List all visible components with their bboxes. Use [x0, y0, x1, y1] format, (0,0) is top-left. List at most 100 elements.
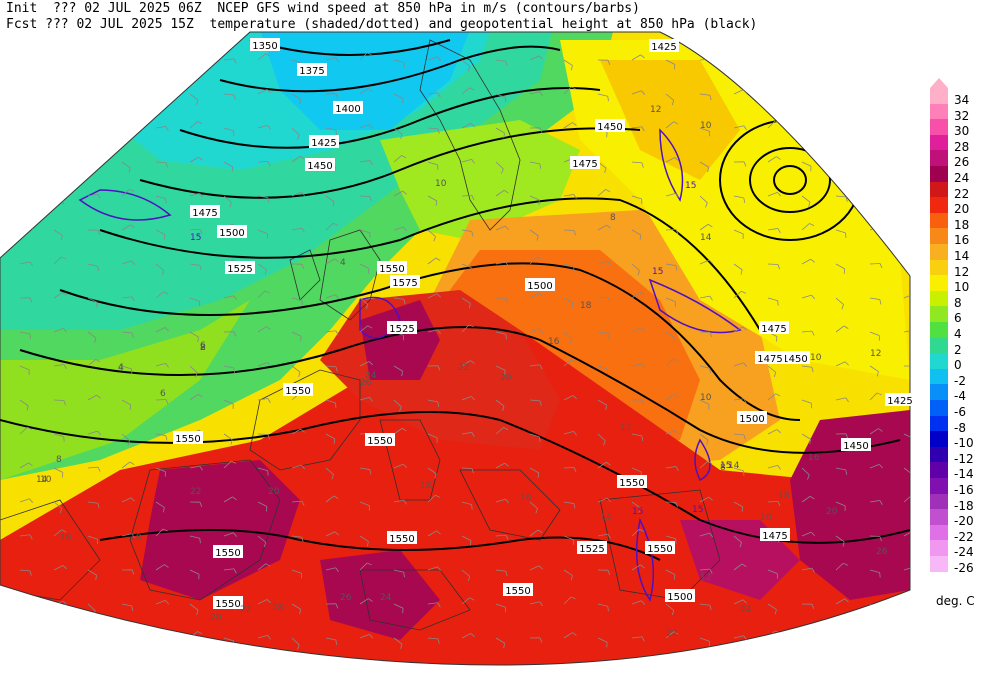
wind-barb — [563, 297, 574, 303]
wind-barb-flag — [267, 470, 269, 476]
wind-barb-flag — [368, 598, 373, 602]
wind-barb-flag — [471, 504, 473, 510]
temperature-contour-label: 20 — [500, 373, 512, 383]
temperature-contour-label: 14 — [700, 233, 712, 243]
wind-barb — [257, 362, 268, 367]
height-label-box — [225, 261, 255, 274]
wind-barb-flag — [335, 294, 339, 299]
wind-barb — [121, 331, 132, 334]
wind-barb — [155, 90, 166, 95]
wind-barb — [359, 634, 370, 639]
height-contour-label: 1500 — [739, 414, 764, 425]
wind-barb — [733, 53, 743, 61]
wind-barb — [19, 534, 30, 537]
wind-barb-flag — [470, 123, 475, 128]
wind-barb-flag — [878, 608, 880, 614]
wind-barb — [87, 501, 98, 504]
wind-barb — [835, 598, 845, 605]
wind-barb-flag — [538, 292, 543, 297]
wind-barb — [733, 362, 744, 367]
wind-barb-flag — [335, 567, 339, 573]
wind-barb-flag — [437, 329, 441, 335]
height-contour-label: 1450 — [843, 441, 868, 452]
wind-barb — [87, 193, 98, 197]
wind-barb — [631, 263, 640, 271]
wind-barb-flag — [572, 632, 577, 636]
wind-barb — [19, 225, 30, 231]
wind-barb-flag — [400, 643, 403, 649]
wind-barb — [121, 461, 131, 469]
wind-barb — [631, 501, 641, 509]
wind-barb-flag — [469, 597, 475, 601]
coastlines — [0, 39, 721, 631]
wind-barb — [563, 122, 573, 129]
wind-barb-flag — [607, 96, 609, 102]
wind-barb-flag — [914, 330, 917, 334]
wind-barb — [393, 463, 404, 469]
wind-barb — [87, 263, 98, 267]
wind-barb-flag — [845, 634, 849, 639]
wind-barb — [869, 464, 880, 469]
wind-barb-flag — [63, 127, 67, 133]
wind-barb-flag — [264, 269, 267, 275]
wind-barb-flag — [777, 228, 781, 233]
wind-barb-flag — [674, 64, 676, 70]
wind-barb-flag — [299, 155, 305, 160]
wind-barb — [257, 195, 268, 198]
wind-barb — [597, 433, 606, 442]
wind-barb — [597, 93, 608, 97]
legend-swatch — [930, 353, 948, 369]
legend-level: -24 — [930, 540, 1000, 560]
legend-level: 30 — [930, 119, 1000, 138]
height-contour-label: 1550 — [619, 478, 644, 489]
wind-barb — [223, 532, 234, 537]
height-label-box — [213, 596, 243, 609]
wind-barb-flag — [709, 532, 713, 538]
wind-barb — [189, 228, 200, 231]
legend-swatch — [930, 103, 948, 120]
wind-barb — [155, 327, 166, 333]
wind-barb — [427, 467, 437, 475]
wind-barb-flag — [27, 189, 33, 193]
wind-barb — [359, 52, 368, 61]
wind-barb-flag — [433, 236, 436, 242]
wind-barb — [427, 161, 438, 166]
wind-barb — [155, 636, 166, 639]
wind-barb-flag — [436, 530, 441, 535]
wind-barb — [461, 396, 472, 401]
legend-label: -22 — [954, 529, 974, 544]
wind-barb — [427, 92, 438, 95]
wind-barb — [19, 261, 30, 265]
temperature-contour-label: 20 — [826, 507, 838, 517]
wind-barb — [427, 293, 438, 299]
wind-barb-flag — [403, 62, 405, 68]
wind-barb-flag — [195, 372, 198, 378]
wind-barb — [121, 296, 132, 299]
temperature-contour-label: 8 — [610, 213, 616, 223]
height-contour-label: 1500 — [667, 592, 692, 603]
wind-barb — [393, 399, 402, 408]
wind-barb-flag — [572, 302, 574, 308]
wind-barb-flag — [641, 636, 645, 642]
legend-swatch — [930, 244, 948, 260]
wind-barb-flag — [267, 161, 271, 167]
wind-barb-flag — [297, 644, 300, 650]
wind-barb-flag — [369, 160, 373, 165]
legend-level: -22 — [930, 524, 1000, 544]
wind-barb-flag — [401, 155, 407, 159]
wind-barb — [869, 297, 880, 300]
wind-barb — [325, 195, 335, 203]
wind-barb — [53, 433, 64, 437]
wind-barb — [291, 331, 302, 337]
wind-barb-flag — [675, 229, 679, 235]
wind-barb — [495, 59, 506, 62]
wind-barb-flag — [572, 395, 577, 400]
wind-barb-flag — [129, 188, 134, 192]
wind-barb-flag — [369, 196, 372, 202]
wind-barb — [393, 499, 404, 503]
legend-label: -24 — [954, 545, 974, 560]
wind-barb — [87, 157, 98, 163]
wind-barb — [495, 261, 506, 265]
wind-barb-flag — [265, 53, 271, 57]
wind-barb-flag — [707, 167, 709, 173]
